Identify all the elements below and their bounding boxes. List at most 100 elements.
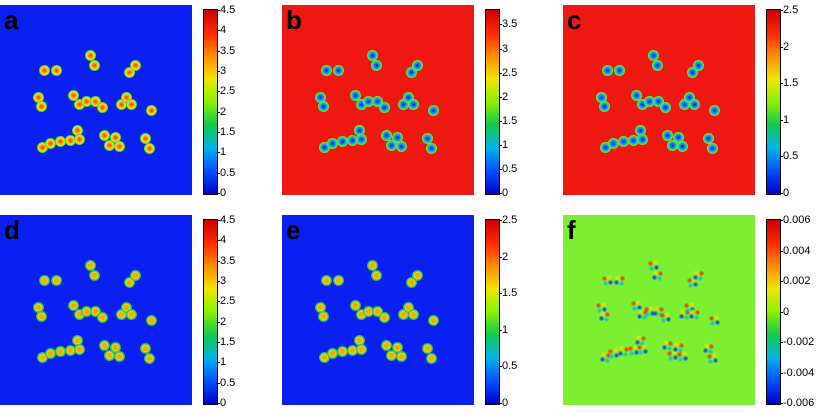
spot [145,314,157,326]
spot [713,314,719,320]
colorbar-tick-label: 0.5 [783,150,799,163]
spot [665,316,671,322]
spot [601,275,607,281]
spot [636,344,642,350]
spot [639,340,645,346]
spot [353,334,365,346]
colorbar-tick-label: 2.5 [220,85,236,98]
spot [678,313,684,319]
spot [113,140,125,152]
colorbar-tick-label: 2.5 [783,4,799,16]
spot [427,314,439,326]
colorbar-tick-label: 4 [220,24,227,37]
colorbar-tick-mark [780,119,783,121]
spot [103,349,115,361]
spot [385,139,397,151]
colorbar-tick-mark [499,193,502,194]
spot [349,89,361,101]
colorbar-tick-label: 0.006 [783,214,811,226]
spot [32,301,44,313]
spot [661,129,673,141]
spot [634,339,640,345]
colorbar [203,219,218,405]
spot [371,95,383,107]
heatmap-c [563,5,755,195]
spot [697,275,703,281]
spot [647,260,653,266]
colorbar-tick-label: 1.5 [220,336,236,348]
spot [667,355,673,361]
colorbar-ticks: 0.006 0.004 0.002 0 -0.002 -0.004 -0.006 [780,214,830,415]
spot [686,66,698,78]
spot [427,104,439,116]
spot [145,104,157,116]
spot [702,347,708,353]
spot [636,98,648,110]
spot [603,316,609,322]
colorbar-tick-label: 2 [783,40,790,53]
spot [317,310,329,322]
spot [346,134,358,146]
spot [336,345,348,357]
panel-b: b 3.5 3 2.5 2 1.5 1 0.5 0 [282,5,552,205]
colorbar [485,219,500,405]
spot [607,137,619,149]
spot [667,340,673,346]
spot [637,349,643,355]
spot [96,311,108,323]
heatmap-f [563,215,755,405]
colorbar-tick-label: 0.004 [783,244,811,257]
spot [402,301,414,313]
colorbar-tick-mark [217,240,220,242]
colorbar-tick-label: 2 [502,90,509,103]
spot [80,305,92,317]
colorbar-tick-label: 0 [783,187,790,199]
colorbar-tick-mark [217,301,220,303]
spot [648,265,654,271]
colorbar-tick-mark [780,281,783,282]
spot [391,131,403,143]
colorbar-tick-mark [217,321,220,323]
spot [651,59,663,71]
spot [708,315,714,321]
colorbar-tick-label: -0.006 [783,397,815,409]
spot [120,91,132,103]
spot [596,307,602,313]
panel-label: c [567,5,582,35]
spot [683,314,689,320]
spot [676,140,688,152]
spot [659,101,671,113]
colorbar-tick-mark [780,342,783,343]
spot [84,49,96,61]
colorbar-tick-mark [499,144,502,146]
spot [125,308,137,320]
spot [595,302,601,308]
spot [411,269,423,281]
spot [54,135,66,147]
spot [38,274,50,286]
spot [71,334,83,346]
spot [371,305,383,317]
spot [71,124,83,136]
spot [425,352,437,364]
spot [143,142,155,154]
colorbar-tick-mark [499,96,502,98]
colorbar-tick-label: 1.5 [220,126,236,138]
spot [607,279,613,285]
spot [314,301,326,313]
colorbar-tick-mark [780,193,783,194]
spot [607,348,613,354]
spot [115,98,127,110]
colorbar-tick-label: -0.002 [783,336,815,348]
spot [317,100,329,112]
spot [711,352,717,358]
colorbar-tick-label: 1.5 [502,114,518,127]
spot [139,132,151,144]
panel-label: d [4,215,20,245]
spot [708,104,720,116]
spot [355,343,367,355]
spot [407,308,419,320]
spot [355,133,367,145]
spot [692,274,698,280]
spot [405,66,417,78]
